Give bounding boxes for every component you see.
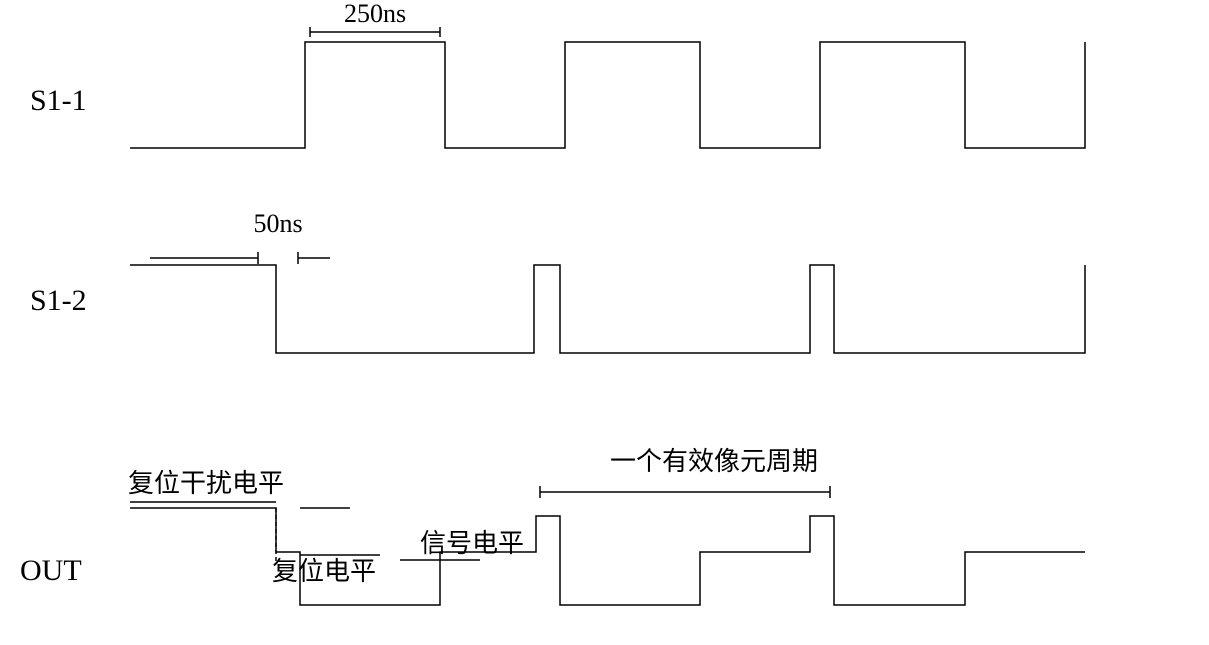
signal-out: OUT 复位干扰电平信号电平复位电平 一个有效像元周期 bbox=[20, 447, 1085, 605]
svg-text:S1-2: S1-2 bbox=[30, 284, 87, 317]
signal-s1-1: S1-1 250ns bbox=[30, 0, 1085, 148]
svg-text:OUT: OUT bbox=[20, 554, 82, 587]
s1-1-pulse-width-label: 250ns bbox=[344, 0, 406, 28]
pixel-period-label: 一个有效像元周期 bbox=[610, 447, 818, 476]
reset-disturb-level-label: 复位干扰电平 bbox=[128, 469, 284, 498]
svg-text:S1-1: S1-1 bbox=[30, 84, 87, 117]
reset-level-label: 复位电平 bbox=[272, 557, 376, 586]
signal-level-label: 信号电平 bbox=[420, 529, 524, 558]
signal-s1-2: S1-2 50ns bbox=[30, 209, 1085, 353]
s1-2-pulse-width-label: 50ns bbox=[253, 209, 302, 238]
